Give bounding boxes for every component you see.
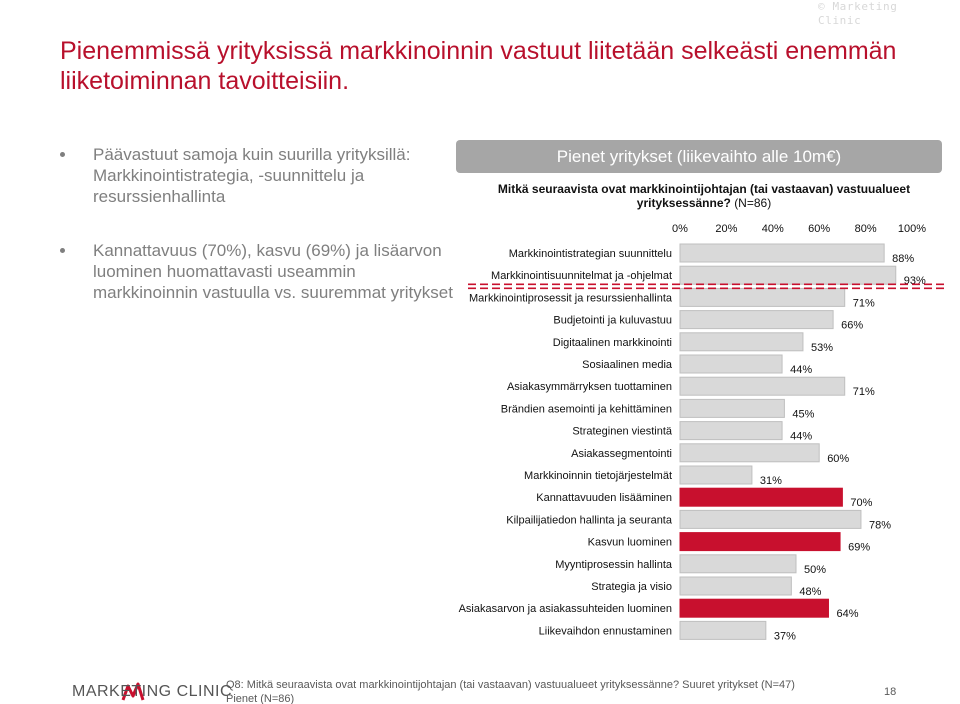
data-label: 53% [811,342,833,354]
bullet-dot-icon [60,152,65,157]
bullet-item: Kannattavuus (70%), kasvu (69%) ja lisäa… [60,240,455,303]
data-label: 78% [869,519,891,531]
data-label: 44% [790,364,812,376]
bullet-dot-icon [60,248,65,253]
page-title: Pienemmissä yrityksissä markkinoinnin va… [60,37,897,95]
bullet-text: Kannattavuus (70%), kasvu (69%) ja lisäa… [93,241,453,302]
category-label: Digitaalinen markkinointi [553,337,672,349]
bar [679,532,841,552]
bar [679,620,767,640]
category-label: Markkinointisuunnitelmat ja -ohjelmat [491,270,672,282]
bar [679,421,783,441]
copyright-watermark: © Marketing Clinic [818,0,898,27]
chart-sample-size: (N=86) [734,196,772,210]
category-label: Budjetointi ja kuluvastuu [553,315,672,327]
bar [679,265,897,285]
bullet-text: Päävastuut samoja kuin suurilla yrityksi… [93,145,411,206]
x-tick-label: 40% [762,223,784,235]
bar [679,576,792,596]
bar [679,509,862,529]
chart-question-text: Mitkä seuraavista ovat markkinointijohta… [497,182,911,210]
category-label: Markkinoinnin tietojärjestelmät [524,470,672,482]
data-label: 93% [904,275,926,287]
category-label: Strateginen viestintä [572,426,673,438]
x-tick-label: 60% [808,223,830,235]
category-label: Kasvun luominen [588,537,672,549]
chart-header: Pienet yritykset (liikevaihto alle 10m€) [456,140,942,173]
data-label: 44% [790,431,812,443]
bar [679,443,820,463]
marketing-clinic-logo-icon [121,682,145,701]
bar [679,398,785,418]
bar [679,332,804,352]
category-label: Markkinointiprosessit ja resurssienhalli… [469,292,673,304]
category-label: Myyntiprosessin hallinta [555,559,673,571]
data-label: 45% [792,408,814,420]
x-tick-label: 100% [898,223,926,235]
data-label: 64% [836,608,858,620]
bar [679,465,753,485]
data-label: 37% [774,630,796,642]
bar [679,287,846,307]
data-label: 31% [760,475,782,487]
bullet-item: Päävastuut samoja kuin suurilla yrityksi… [60,144,455,207]
data-label: 88% [892,253,914,265]
category-label: Asiakasymmärryksen tuottaminen [507,381,672,393]
footer-note: Q8: Mitkä seuraavista ovat markkinointij… [226,679,795,704]
bar [679,354,783,374]
bar [679,310,834,330]
bar [679,598,829,618]
category-label: Brändien asemointi ja kehittäminen [501,403,672,415]
data-label: 71% [853,386,875,398]
x-tick-label: 0% [672,223,688,235]
x-tick-label: 80% [855,223,877,235]
data-label: 70% [850,497,872,509]
data-label: 50% [804,564,826,576]
bar [679,487,843,507]
data-label: 48% [799,586,821,598]
bar [679,554,797,574]
category-label: Sosiaalinen media [582,359,673,371]
bullet-list: Päävastuut samoja kuin suurilla yrityksi… [60,144,455,303]
chart-question: Mitkä seuraavista ovat markkinointijohta… [466,182,942,210]
data-label: 69% [848,542,870,554]
category-label: Kilpailijatiedon hallinta ja seuranta [506,514,673,526]
category-label: Kannattavuuden lisääminen [536,492,672,504]
category-label: Markkinointistrategian suunnittelu [509,248,672,260]
category-label: Asiakassegmentointi [571,448,672,460]
category-label: Strategia ja visio [591,581,672,593]
bar [679,243,885,263]
data-label: 71% [853,297,875,309]
data-label: 60% [827,453,849,465]
x-tick-label: 20% [715,223,737,235]
logo-text: MARKETING CLINIC [72,683,233,700]
data-label: 66% [841,320,863,332]
category-label: Asiakasarvon ja asiakassuhteiden luomine… [459,603,672,615]
page-number: 18 [884,686,897,698]
category-label: Liikevaihdon ennustaminen [539,625,672,637]
bar [679,376,846,396]
